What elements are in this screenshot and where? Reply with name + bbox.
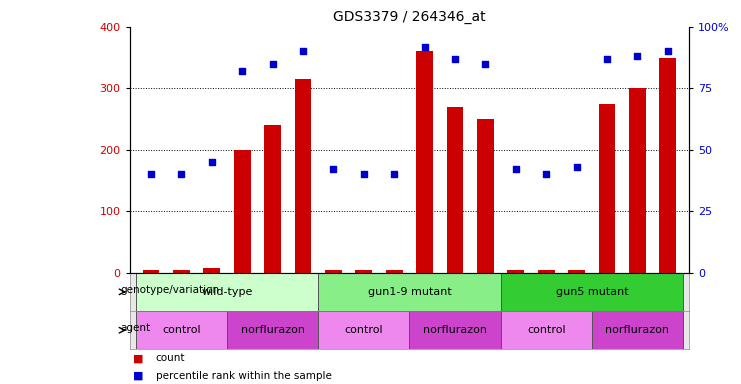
- Text: norflurazon: norflurazon: [241, 325, 305, 335]
- Point: [631, 53, 643, 60]
- Point: [297, 48, 309, 55]
- Point: [601, 56, 613, 62]
- Bar: [416, 51, 433, 273]
- Text: agent: agent: [121, 323, 150, 333]
- Bar: [501, 311, 592, 349]
- Bar: [234, 150, 250, 273]
- Point: [267, 61, 279, 67]
- Bar: [508, 270, 524, 273]
- Point: [419, 43, 431, 50]
- Point: [479, 61, 491, 67]
- Bar: [447, 107, 463, 273]
- Text: gun1-9 mutant: gun1-9 mutant: [368, 287, 451, 297]
- Text: norflurazon: norflurazon: [423, 325, 487, 335]
- Bar: [265, 125, 281, 273]
- Point: [358, 171, 370, 177]
- Bar: [325, 270, 342, 273]
- Text: norflurazon: norflurazon: [605, 325, 669, 335]
- Bar: [227, 311, 318, 349]
- Bar: [318, 273, 501, 311]
- Point: [540, 171, 552, 177]
- Text: gun5 mutant: gun5 mutant: [556, 287, 628, 297]
- Bar: [477, 119, 494, 273]
- Bar: [136, 273, 318, 311]
- Bar: [142, 270, 159, 273]
- Text: count: count: [156, 353, 185, 363]
- Bar: [136, 311, 227, 349]
- Point: [206, 159, 218, 165]
- Bar: [409, 311, 501, 349]
- Bar: [356, 270, 372, 273]
- Point: [145, 171, 157, 177]
- Text: wild-type: wild-type: [202, 287, 253, 297]
- Bar: [599, 104, 615, 273]
- Bar: [629, 88, 646, 273]
- Text: control: control: [527, 325, 565, 335]
- Point: [510, 166, 522, 172]
- Point: [662, 48, 674, 55]
- Bar: [538, 270, 554, 273]
- Bar: [592, 311, 683, 349]
- Text: genotype/variation: genotype/variation: [121, 285, 219, 295]
- Bar: [318, 311, 409, 349]
- Point: [328, 166, 339, 172]
- Text: percentile rank within the sample: percentile rank within the sample: [156, 371, 331, 381]
- Text: ■: ■: [133, 371, 144, 381]
- Text: control: control: [345, 325, 383, 335]
- Point: [571, 164, 582, 170]
- Bar: [386, 270, 402, 273]
- Bar: [659, 58, 677, 273]
- Bar: [568, 270, 585, 273]
- Bar: [295, 79, 311, 273]
- Point: [176, 171, 187, 177]
- Bar: [501, 273, 683, 311]
- Bar: [204, 268, 220, 273]
- Point: [236, 68, 248, 74]
- Text: control: control: [162, 325, 201, 335]
- Point: [388, 171, 400, 177]
- Title: GDS3379 / 264346_at: GDS3379 / 264346_at: [333, 10, 485, 25]
- Text: ■: ■: [133, 353, 144, 363]
- Point: [449, 56, 461, 62]
- Bar: [173, 270, 190, 273]
